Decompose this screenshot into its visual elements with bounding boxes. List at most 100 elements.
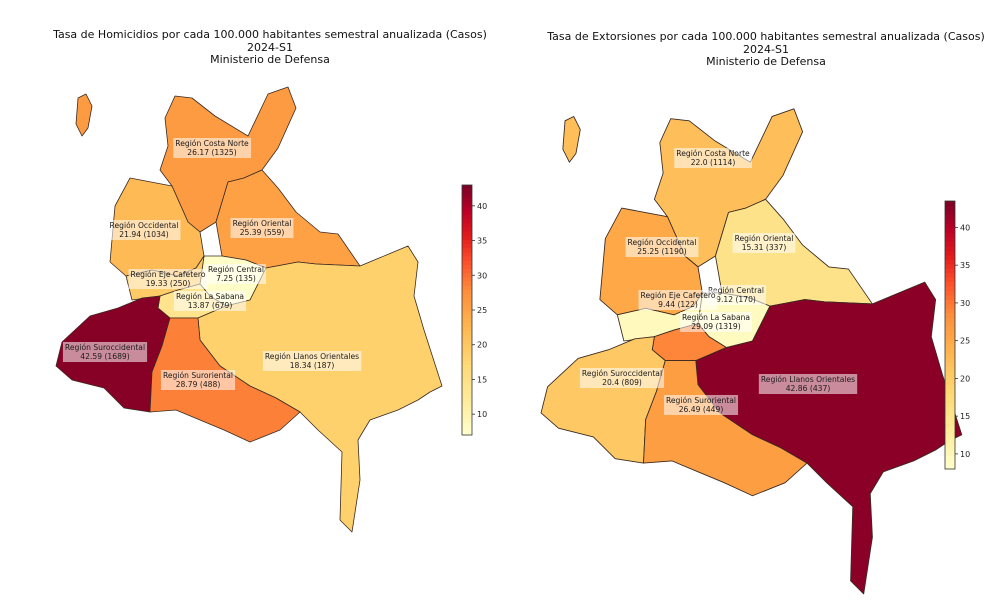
region-value: 28.79 (488) <box>176 380 221 389</box>
region-name: Región Suroccidental <box>65 343 145 352</box>
region-value: 9.12 (170) <box>716 295 756 304</box>
region-name: Región Costa Norte <box>175 139 249 148</box>
label-background <box>679 312 753 332</box>
map-title: Tasa de Homicidios por cada 100.000 habi… <box>10 28 530 67</box>
colorbar-frame <box>944 200 956 470</box>
colorbar-segment <box>945 379 955 385</box>
region-value: 13.87 (679) <box>188 301 233 310</box>
island-shape <box>75 93 93 137</box>
colorbar-segment <box>462 335 472 340</box>
region-name: Región Oriental <box>233 219 292 228</box>
colorbar-segment <box>945 326 955 332</box>
colorbar-segment <box>945 294 955 300</box>
colorbar-segment <box>462 293 472 299</box>
region-value: 9.44 (122) <box>658 300 698 309</box>
region-name: Región Llanos Orientales <box>761 375 855 384</box>
colorbar-segment <box>462 235 472 240</box>
colorbar-segment <box>945 303 955 309</box>
region-name: Región La Sabana <box>682 313 750 322</box>
colorbar-segment <box>945 321 955 327</box>
colorbar-segment <box>462 239 472 244</box>
colorbar-segment <box>462 385 472 390</box>
colorbar-segment <box>945 428 955 434</box>
colorbar-segment <box>462 255 472 261</box>
island-shape <box>562 116 581 163</box>
region-value: 18.34 (187) <box>290 361 335 370</box>
colorbar-segment <box>462 264 472 269</box>
colorbar-segment <box>945 415 955 421</box>
colorbar-segment <box>945 419 955 425</box>
region-value: 29.09 (1319) <box>691 322 740 331</box>
colorbar-segment <box>945 205 955 211</box>
colorbar-segment <box>462 326 472 332</box>
colorbar-segment <box>945 276 955 282</box>
colorbar-segment <box>462 210 472 215</box>
colorbar-segment <box>462 414 472 419</box>
colorbar-segment <box>462 193 472 199</box>
colorbar-segment <box>462 330 472 336</box>
colorbar-segment <box>945 232 955 238</box>
region-value: 42.59 (1689) <box>80 352 129 361</box>
colorbar-segment <box>462 218 472 224</box>
colorbar-segment <box>945 388 955 394</box>
region-value: 26.49 (449) <box>679 405 724 414</box>
colorbar-tick-label: 25 <box>477 306 487 315</box>
colorbar-segment <box>945 361 955 367</box>
region-name: Región Suroccidental <box>582 369 662 378</box>
colorbar-segment <box>945 375 955 381</box>
region-name: Región Central <box>208 265 264 274</box>
colorbar-tick-label: 35 <box>477 237 487 246</box>
colorbar-segment <box>945 254 955 260</box>
colorbar-tick-label: 20 <box>960 374 970 383</box>
colorbar-segment <box>462 280 472 286</box>
title-line-2: 2024-S1 <box>247 40 293 54</box>
region-name: Región La Sabana <box>176 292 244 301</box>
label-background <box>705 285 767 305</box>
colorbar-segment <box>945 437 955 443</box>
colorbar-segment <box>945 272 955 278</box>
colorbar-segment <box>462 297 472 303</box>
map-panel-homicidios: Tasa de Homicidios por cada 100.000 habi… <box>0 0 500 601</box>
label-background <box>758 374 858 394</box>
colorbar-segment <box>945 263 955 269</box>
colorbar-segment <box>462 351 472 357</box>
colorbar-segment <box>462 189 472 194</box>
colorbar-segment <box>462 364 472 369</box>
colorbar-segment <box>462 310 472 315</box>
colorbar-segment <box>945 339 955 345</box>
colorbar-segment <box>945 343 955 349</box>
label-background <box>625 237 699 257</box>
colorbar-segment <box>462 418 472 424</box>
label-background <box>674 148 753 168</box>
colorbar-segment <box>462 410 472 415</box>
colorbar-segment <box>462 222 472 228</box>
colorbar-segment <box>462 389 472 394</box>
colorbar-segment <box>462 393 472 399</box>
colorbar-segment <box>945 384 955 390</box>
region-value: 25.39 (559) <box>240 228 285 237</box>
colorbar-segment <box>945 330 955 336</box>
colorbar-tick-label: 15 <box>960 412 970 421</box>
colorbar-segment <box>945 317 955 323</box>
colorbar-tick-label: 30 <box>960 299 970 308</box>
colorbar-segment <box>462 376 472 382</box>
colorbar-segment <box>462 372 472 378</box>
region-value: 25.25 (1190) <box>637 247 686 256</box>
region-name: Región Eje Cafetero <box>131 270 206 279</box>
colorbar-segment <box>945 312 955 318</box>
region-name: Región Eje Cafetero <box>641 291 716 300</box>
colorbar-segment <box>945 460 955 466</box>
region-value: 19.33 (250) <box>146 279 191 288</box>
label-background <box>230 218 294 238</box>
colorbar-tick-label: 35 <box>960 261 970 270</box>
colorbar-segment <box>945 227 955 233</box>
label-background <box>732 233 796 253</box>
region-value: 15.31 (337) <box>742 243 787 252</box>
